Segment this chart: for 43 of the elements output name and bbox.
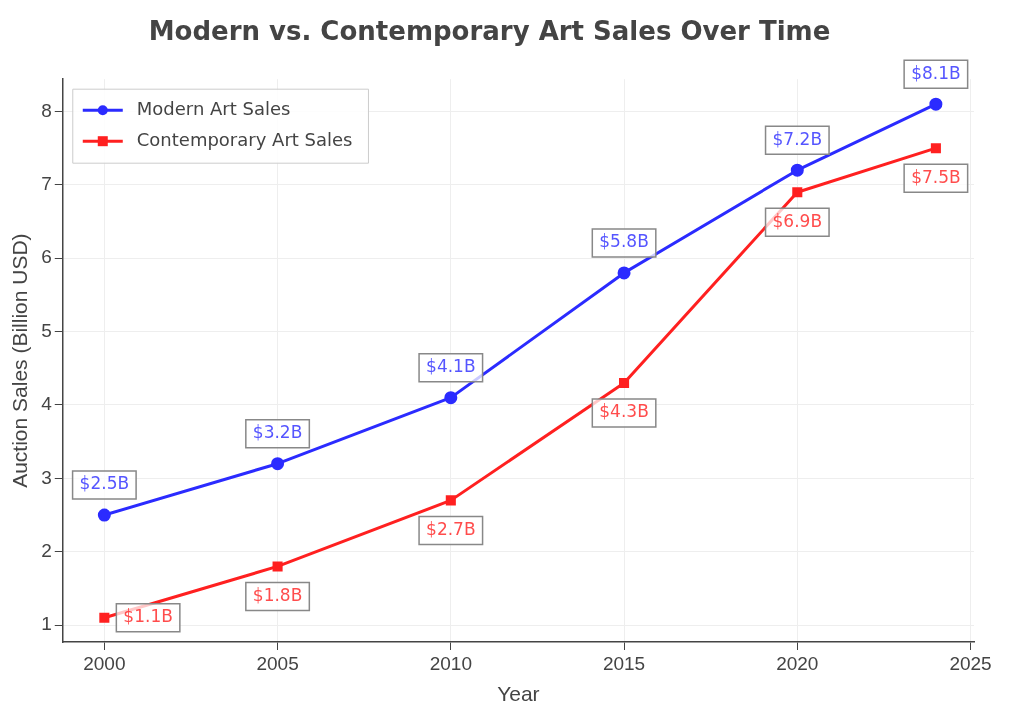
y-tick-label: 3 [41,466,52,488]
x-tick-label: 2000 [83,652,126,674]
data-label: $2.5B [79,473,130,494]
y-tick-label: 6 [41,246,52,268]
y-tick-label: 7 [41,173,52,195]
x-tick-label: 2020 [776,652,819,674]
point [445,495,456,506]
point [930,143,941,154]
data-label: $3.2B [252,422,303,443]
y-tick-label: 4 [41,393,53,415]
legend-label: Modern Art Sales [136,97,291,119]
data-label: $1.8B [252,584,303,605]
y-tick-label: 5 [41,319,52,341]
data-label: $6.9B [772,210,823,231]
point [619,377,630,389]
y-axis-title: Auction Sales (Billion USD) [8,233,32,488]
point [790,163,804,177]
point [99,612,110,623]
x-tick-label: 2025 [949,652,992,674]
legend-label: Contemporary Art Sales [136,128,353,150]
data-label: $1.1B [123,606,173,627]
y-tick-label: 1 [41,613,52,635]
point [929,97,943,111]
data-label: $4.3B [599,401,649,422]
data-label: $7.2B [772,128,823,149]
x-tick-label: 2010 [429,652,472,674]
y-tick-label: 2 [41,539,52,561]
x-tick-label: 2005 [256,652,299,674]
point [792,187,803,198]
chart-title: Modern vs. Contemporary Art Sales Over Time [148,16,831,47]
x-tick-label: 2015 [602,652,646,674]
point [617,266,631,280]
point [97,508,111,522]
point [272,561,283,572]
data-label: $5.8B [599,231,649,252]
point [271,457,285,471]
data-label: $8.1B [911,62,961,83]
x-axis-title: Year [497,682,540,706]
y-tick-label: 8 [41,99,52,121]
data-label: $2.7B [426,518,476,539]
point [444,391,458,405]
data-label: $7.5B [911,166,961,187]
data-label: $4.1B [426,356,476,377]
